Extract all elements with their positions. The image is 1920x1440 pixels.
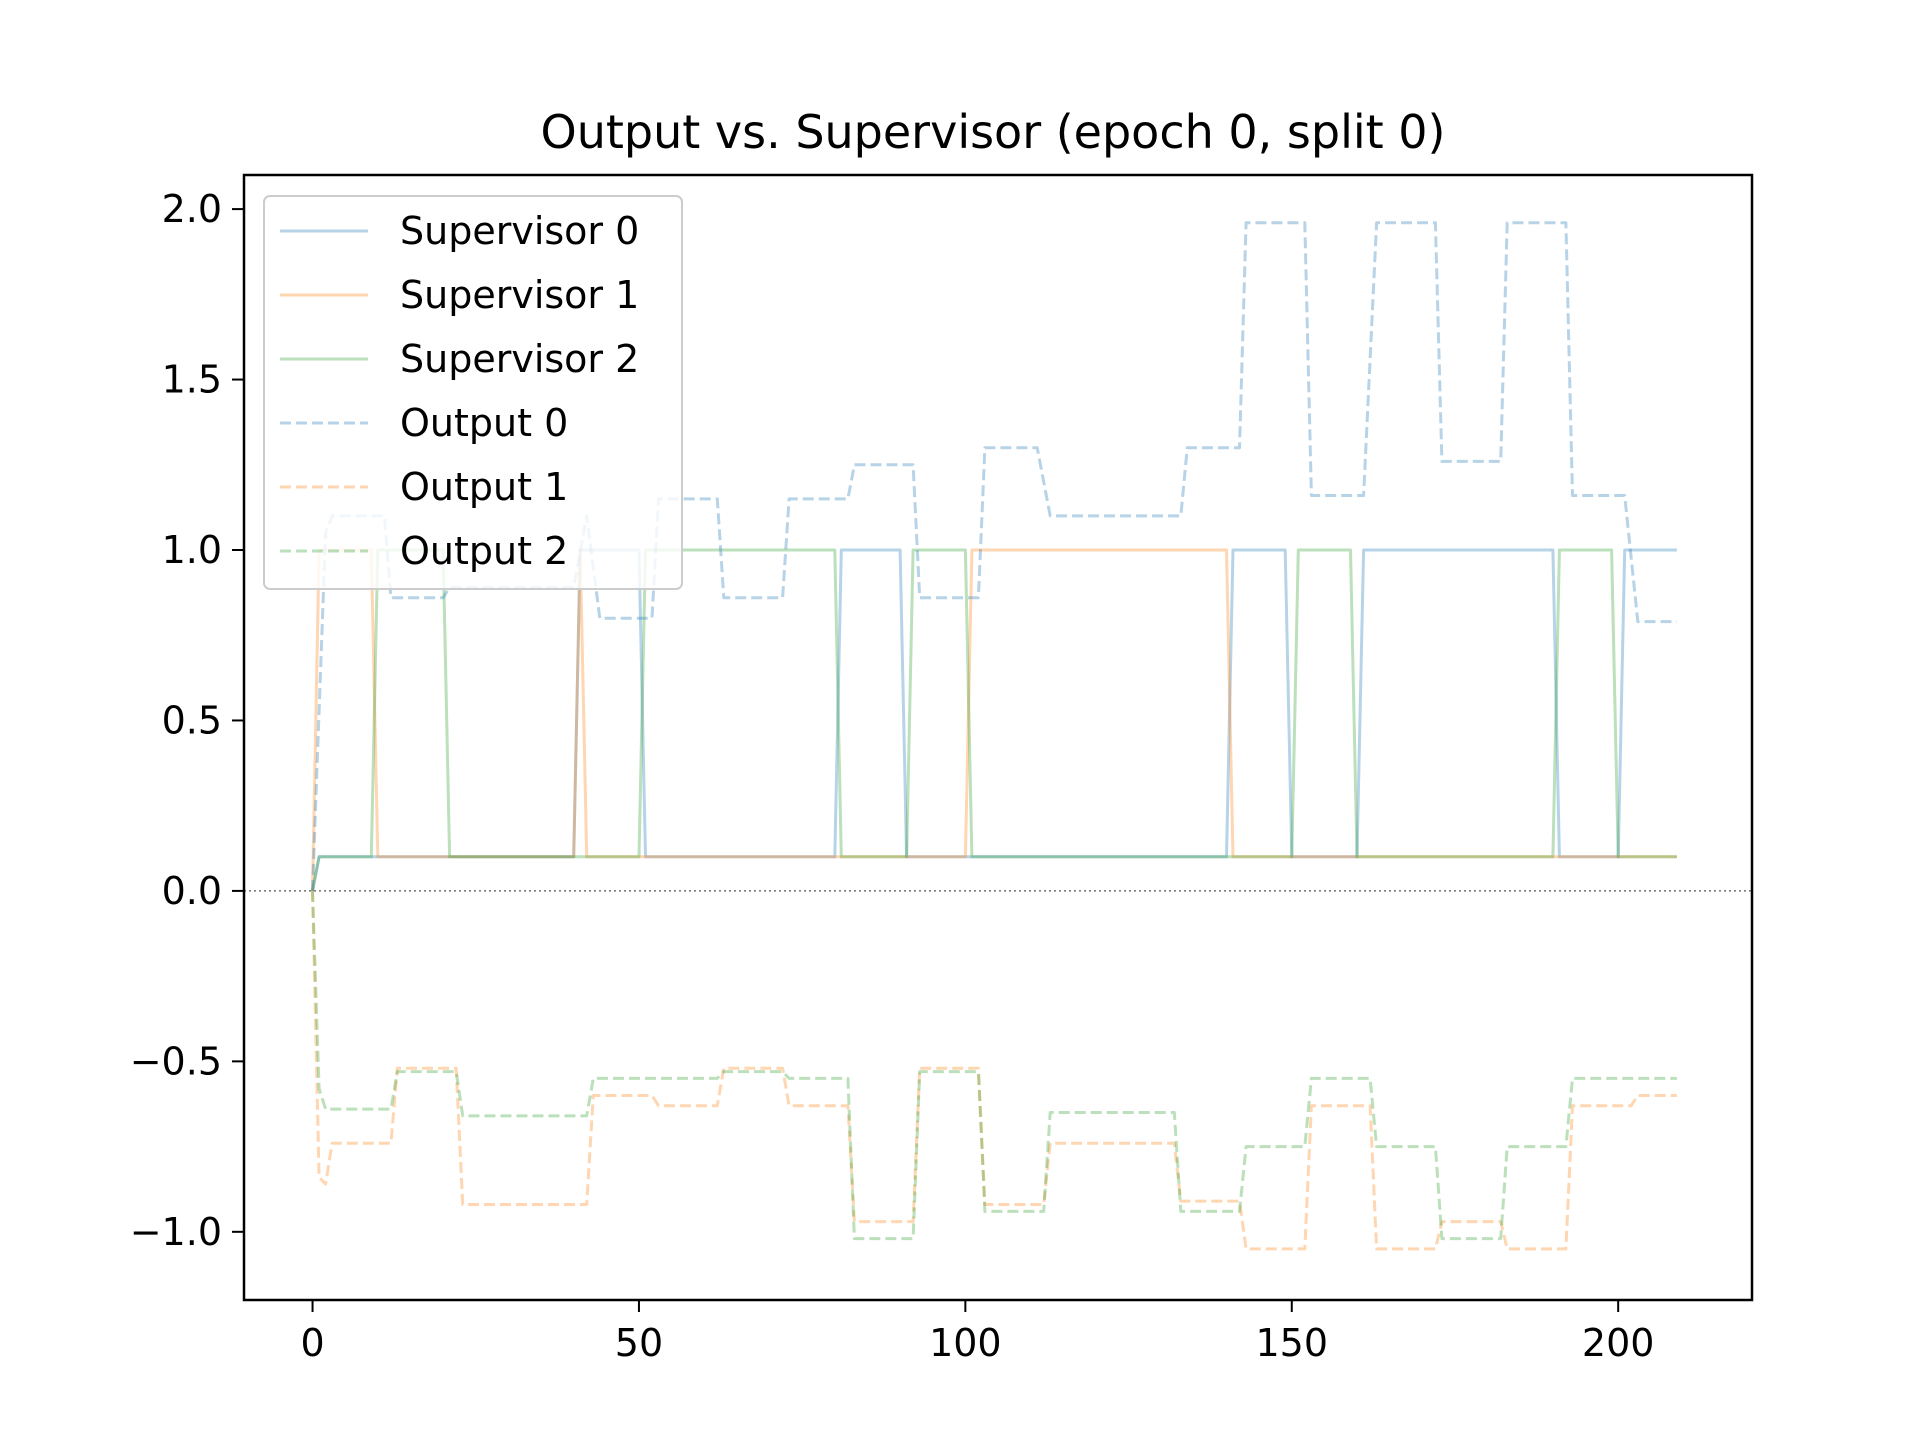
legend-label-2: Supervisor 2 [400, 337, 639, 381]
plot-frame [242, 173, 1754, 1302]
legend: Supervisor 0 Supervisor 1 Supervisor 2 Outp… [263, 195, 683, 590]
series-line-4 [311, 890, 1677, 1251]
series-line-2 [311, 548, 1677, 892]
series-line-5 [311, 890, 1677, 1241]
legend-box [263, 195, 683, 590]
chart-title: Output vs. Supervisor (epoch 0, split 0) [540, 105, 1445, 159]
x-tick-label: 0 [300, 1321, 324, 1365]
legend-label-5: Output 2 [400, 529, 568, 573]
x-tick-label: 150 [1256, 1321, 1329, 1365]
x-tick-label: 100 [929, 1321, 1002, 1365]
y-tick-label: −0.5 [130, 1039, 222, 1083]
y-tick-label: 2.0 [162, 187, 222, 231]
y-tick-label: 1.0 [162, 528, 222, 572]
legend-label-0: Supervisor 0 [400, 209, 639, 253]
series-line-0 [311, 548, 1677, 892]
y-tick-label: −1.0 [130, 1210, 222, 1254]
x-axis: 0 50 100 150 200 [300, 1300, 1654, 1365]
legend-label-4: Output 1 [400, 465, 568, 509]
y-tick-label: 1.5 [162, 358, 222, 402]
legend-label-3: Output 0 [400, 401, 568, 445]
series-line-1 [311, 548, 1677, 891]
y-tick-label: 0.5 [162, 698, 222, 742]
x-tick-label: 200 [1582, 1321, 1655, 1365]
x-tick-label: 50 [615, 1321, 663, 1365]
y-axis: −1.0 −0.5 0.0 0.5 1.0 1.5 2.0 [130, 187, 244, 1254]
y-tick-label: 0.0 [162, 869, 222, 913]
legend-label-1: Supervisor 1 [400, 273, 639, 317]
